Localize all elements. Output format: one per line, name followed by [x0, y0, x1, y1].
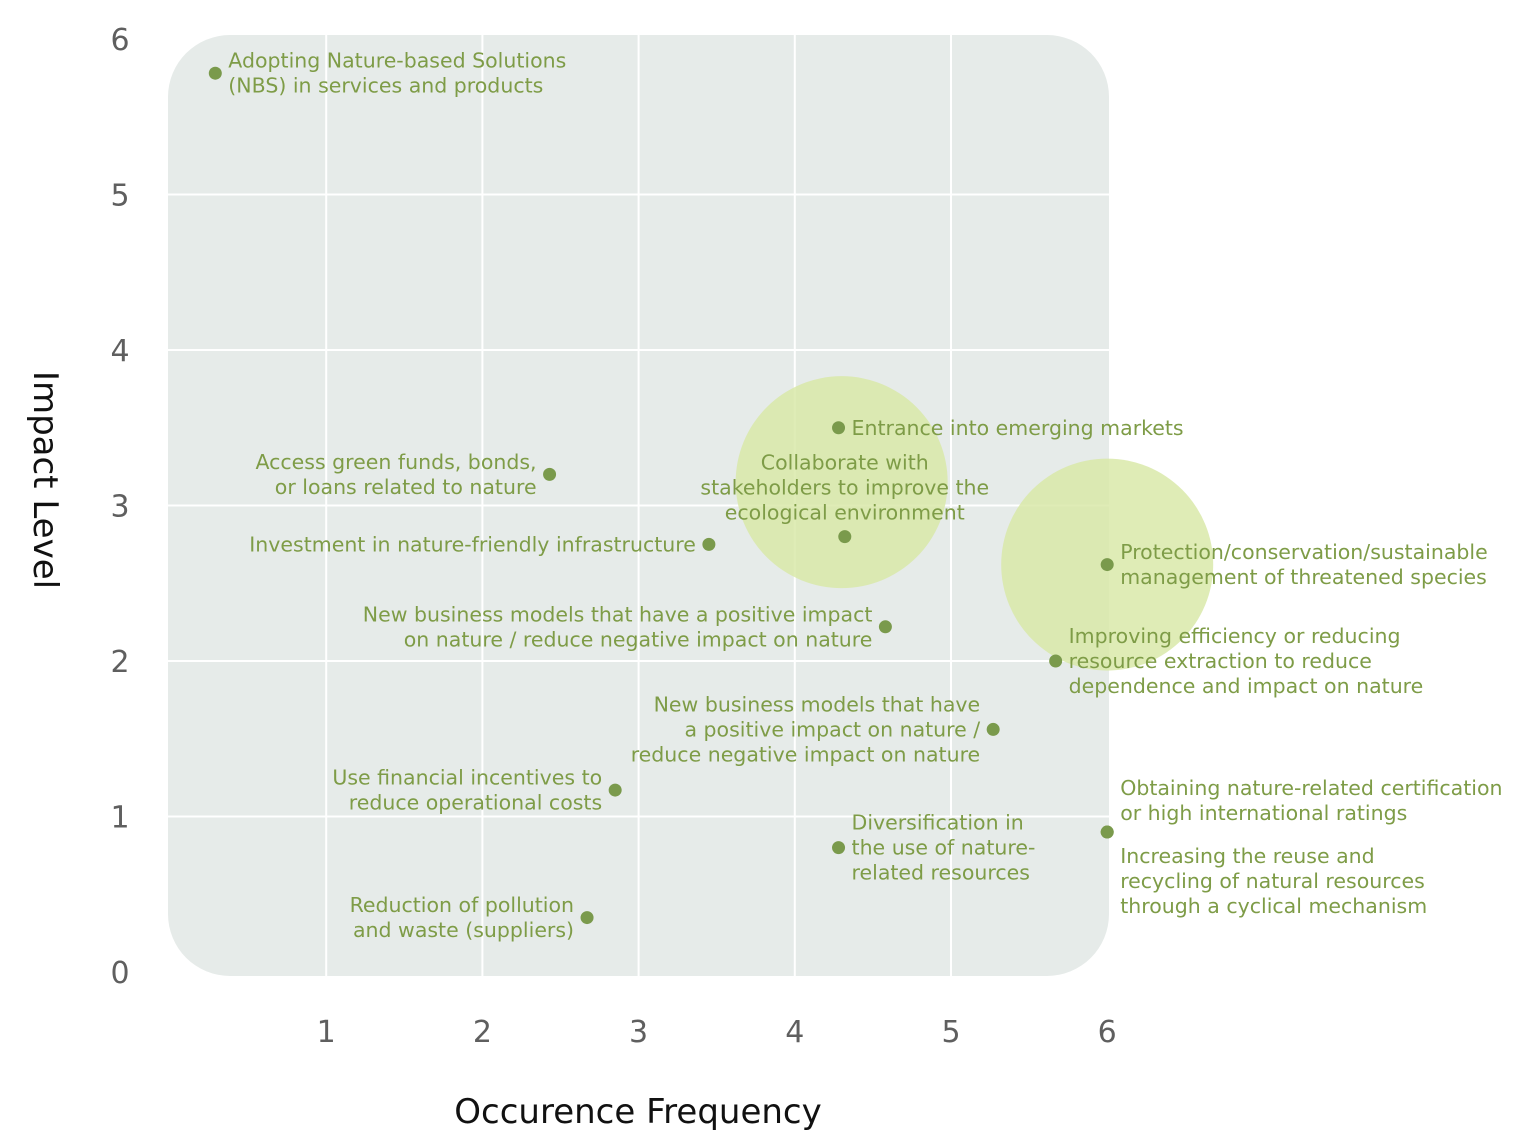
data-label: New business models that have a positive…	[363, 602, 873, 651]
data-label-line: Increasing the reuse and	[1120, 844, 1374, 868]
data-label: Entrance into emerging markets	[852, 416, 1184, 440]
data-label-line: on nature / reduce negative impact on na…	[404, 627, 873, 651]
highlight-bubble	[735, 376, 948, 589]
y-tick-labels: 0 1 2 3 4 5 6	[110, 23, 129, 991]
data-label-line: Improving efficiency or reducing	[1069, 624, 1401, 648]
y-tick-label: 2	[110, 645, 129, 680]
data-labels: Adopting Nature-based Solutions (NBS) in …	[228, 49, 1502, 942]
data-label-line: Collaborate with	[761, 451, 929, 475]
data-label-line: related resources	[852, 861, 1030, 885]
data-label-line: Reduction of pollution	[350, 893, 574, 917]
data-label-line: Protection/conservation/sustainable	[1120, 540, 1488, 564]
data-point	[1100, 825, 1114, 839]
grid-lines	[168, 35, 1109, 976]
data-label-line: reduce operational costs	[349, 791, 602, 815]
data-label: Improving efficiency or reducing resource…	[1069, 624, 1424, 698]
data-point	[986, 722, 1000, 736]
data-points	[208, 66, 1114, 925]
data-label-line: and waste (suppliers)	[353, 918, 574, 942]
data-label-line: ecological environment	[725, 501, 965, 525]
y-tick-label: 6	[110, 23, 129, 58]
data-label-line: New business models that have a positive…	[363, 602, 873, 626]
data-point	[1049, 654, 1063, 668]
y-tick-label: 4	[110, 334, 129, 369]
x-tick-label: 6	[1098, 1015, 1117, 1050]
data-label: Use financial incentives to reduce operat…	[332, 766, 602, 815]
data-label-line: Adopting Nature-based Solutions	[228, 49, 566, 73]
data-label: Diversification in the use of nature-rela…	[852, 811, 1036, 885]
x-tick-labels: 1 2 3 4 5 6	[317, 1015, 1117, 1050]
data-point	[832, 841, 846, 855]
data-label-line: recycling of natural resources	[1120, 869, 1425, 893]
y-tick-label: 5	[110, 179, 129, 214]
data-point	[702, 537, 716, 551]
x-tick-label: 5	[941, 1015, 960, 1050]
data-point	[580, 911, 594, 925]
data-label-line: reduce negative impact on nature	[631, 742, 980, 766]
x-tick-label: 2	[473, 1015, 492, 1050]
data-label: Obtaining nature-related certification or…	[1120, 776, 1502, 825]
data-label-line: Investment in nature-friendly infrastruc…	[249, 532, 696, 556]
data-label-line: Diversification in	[852, 811, 1024, 835]
data-label-line: (NBS) in services and products	[228, 74, 543, 98]
x-tick-label: 3	[629, 1015, 648, 1050]
data-label-line: resource extraction to reduce	[1069, 649, 1372, 673]
data-label: Investment in nature-friendly infrastruc…	[249, 532, 696, 556]
x-tick-label: 4	[785, 1015, 804, 1050]
y-tick-label: 3	[110, 490, 129, 525]
data-label: Reduction of pollution and waste (supplie…	[350, 893, 574, 942]
data-label-line: Obtaining nature-related certification	[1120, 776, 1502, 800]
data-point	[608, 783, 622, 797]
data-label-line: or high international ratings	[1120, 801, 1407, 825]
y-tick-label: 1	[110, 801, 129, 836]
data-label-line: management of threatened species	[1120, 565, 1487, 589]
data-label: New business models that have a positive …	[631, 692, 981, 766]
x-tick-label: 1	[317, 1015, 336, 1050]
data-point	[543, 467, 557, 481]
data-label: Adopting Nature-based Solutions (NBS) in …	[228, 49, 566, 98]
data-label-line: a positive impact on nature /	[684, 717, 980, 741]
data-point	[878, 620, 892, 634]
y-tick-label: 0	[110, 956, 129, 991]
data-point	[832, 421, 846, 435]
data-label-line: or loans related to nature	[275, 475, 537, 499]
data-label-line: New business models that have	[654, 692, 981, 716]
data-point	[1100, 558, 1114, 572]
data-label-line: stakeholders to improve the	[700, 476, 989, 500]
data-label: Collaborate with stakeholders to improve …	[700, 451, 989, 525]
data-label-line: through a cyclical mechanism	[1120, 894, 1427, 918]
data-label: Access green funds, bonds, or loans relat…	[255, 450, 536, 499]
data-point	[838, 530, 852, 544]
data-point	[208, 66, 222, 80]
data-label: Protection/conservation/sustainable manag…	[1120, 540, 1488, 589]
data-label-line: the use of nature-	[852, 836, 1036, 860]
data-label: Increasing the reuse and recycling of nat…	[1120, 844, 1427, 918]
data-label-line: Use financial incentives to	[332, 766, 602, 790]
data-label-line: dependence and impact on nature	[1069, 674, 1424, 698]
data-label-line: Entrance into emerging markets	[852, 416, 1184, 440]
data-label-line: Access green funds, bonds,	[255, 450, 536, 474]
y-axis-title: Impact Level	[25, 371, 65, 589]
x-axis-title: Occurence Frequency	[454, 1092, 821, 1132]
